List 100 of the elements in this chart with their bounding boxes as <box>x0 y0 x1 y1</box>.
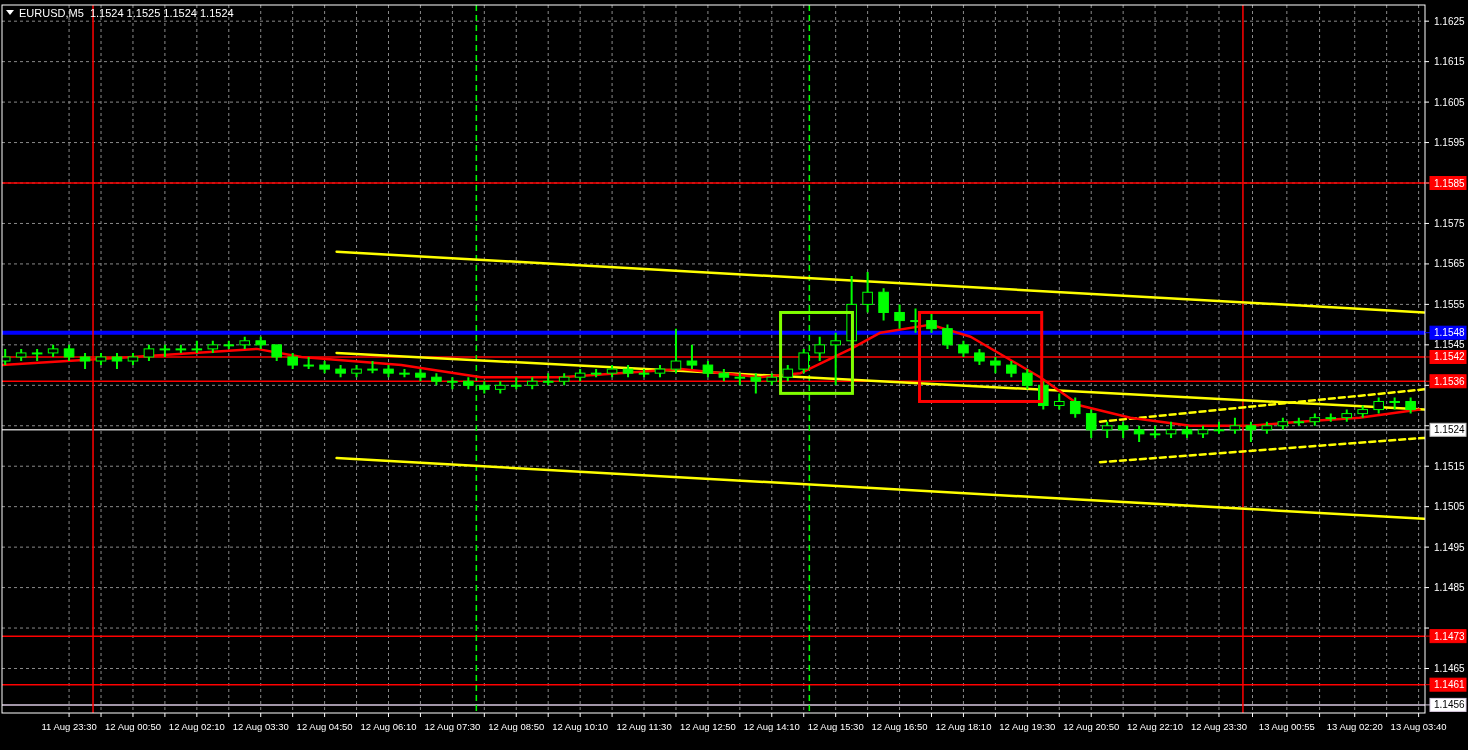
candlestick <box>15 347 27 363</box>
candlestick <box>526 376 538 391</box>
x-tick-label: 12 Aug 04:50 <box>296 721 353 732</box>
candlestick <box>1405 396 1416 415</box>
candlestick <box>271 344 282 363</box>
ref-line-label: 1.1585 <box>1434 177 1466 189</box>
candlestick <box>175 343 187 354</box>
candlestick <box>47 343 59 358</box>
ref-line-label: 1.1548 <box>1434 327 1466 339</box>
x-tick-label: 12 Aug 11:30 <box>616 721 672 732</box>
candlestick <box>718 368 730 383</box>
candlestick <box>1053 392 1065 411</box>
candlestick <box>1022 368 1033 391</box>
candlestick <box>1309 412 1321 427</box>
x-tick-label: 12 Aug 07:30 <box>424 721 481 732</box>
candlestick <box>958 339 969 358</box>
candlestick <box>1117 420 1129 439</box>
x-tick-label: 12 Aug 20:50 <box>1063 721 1120 732</box>
candlestick <box>1149 424 1161 439</box>
candlestick <box>990 355 1001 375</box>
candlestick <box>654 364 666 379</box>
candlestick <box>750 372 762 395</box>
candlestick <box>1277 416 1289 431</box>
candlestick <box>111 351 123 371</box>
candlestick <box>1341 408 1353 423</box>
candlestick <box>1229 416 1241 435</box>
x-tick-label: 12 Aug 23:30 <box>1190 721 1247 732</box>
candlestick <box>383 364 394 379</box>
candlestick <box>1293 416 1305 427</box>
candlestick <box>191 339 203 354</box>
x-tick-label: 12 Aug 12:50 <box>679 721 736 732</box>
candlestick <box>1389 396 1400 411</box>
candlestick <box>830 331 841 387</box>
candlestick <box>159 343 171 358</box>
candlestick <box>1085 408 1097 439</box>
ref-line-label: 1.1461 <box>1434 679 1466 691</box>
candlestick <box>622 364 634 379</box>
x-tick-label: 12 Aug 16:50 <box>871 721 928 732</box>
y-tick-label: 1.1575 <box>1434 217 1466 229</box>
x-tick-label: 12 Aug 22:10 <box>1127 721 1184 732</box>
candlestick <box>239 335 251 350</box>
x-tick-label: 12 Aug 00:50 <box>104 721 161 732</box>
ref-line-label: 1.1524 <box>1434 424 1466 436</box>
candlestick <box>766 372 778 387</box>
y-tick-label: 1.1625 <box>1434 15 1466 27</box>
candlestick <box>606 364 618 379</box>
x-tick-label: 12 Aug 02:10 <box>168 721 225 732</box>
candlestick <box>702 360 714 379</box>
candlestick <box>1373 396 1384 415</box>
candlestick <box>447 376 458 391</box>
candlestick <box>686 343 698 371</box>
candlestick <box>303 355 314 371</box>
x-tick-label: 12 Aug 06:10 <box>360 721 417 732</box>
candlestick <box>1325 412 1337 423</box>
y-tick-label: 1.1565 <box>1434 258 1466 270</box>
x-tick-label: 12 Aug 10:10 <box>552 721 609 732</box>
candlestick <box>510 376 522 391</box>
y-tick-label: 1.1595 <box>1434 137 1466 149</box>
candlestick <box>1069 396 1081 419</box>
x-tick-label: 12 Aug 15:30 <box>807 721 864 732</box>
candlestick <box>1101 420 1113 439</box>
candlestick <box>351 364 362 379</box>
candlestick <box>287 351 298 371</box>
y-tick-label: 1.1485 <box>1434 582 1466 594</box>
x-tick-label: 12 Aug 08:50 <box>488 721 545 732</box>
x-tick-label: 13 Aug 02:20 <box>1326 721 1383 732</box>
ref-line-label: 1.1542 <box>1434 351 1466 363</box>
candlestick <box>495 380 506 395</box>
x-tick-label: 12 Aug 03:30 <box>232 721 289 732</box>
candlestick <box>926 311 937 334</box>
candlestick <box>415 368 426 383</box>
candlestick <box>1165 420 1177 439</box>
candlestick <box>335 364 346 379</box>
candlestick <box>223 339 235 350</box>
candlestick <box>367 360 378 375</box>
candlestick <box>207 339 219 354</box>
candlestick <box>734 372 746 387</box>
candlestick <box>590 368 602 379</box>
candlestick <box>63 343 75 363</box>
candlestick <box>31 347 43 363</box>
x-tick-label: 12 Aug 14:10 <box>743 721 800 732</box>
candlestick <box>894 303 905 330</box>
candlestick <box>814 335 825 363</box>
candlestick <box>782 364 794 383</box>
candlestick <box>878 287 889 322</box>
candlestick <box>542 372 554 387</box>
candlestick <box>1245 420 1257 443</box>
candlestick <box>862 271 873 314</box>
y-tick-label: 1.1605 <box>1434 96 1466 108</box>
candlestick <box>255 335 267 350</box>
x-tick-label: 12 Aug 18:10 <box>935 721 992 732</box>
candlestick <box>319 360 330 375</box>
candlestick <box>399 368 410 379</box>
y-tick-label: 1.1615 <box>1434 56 1466 68</box>
candlestick <box>1357 404 1368 419</box>
y-tick-label: 1.1515 <box>1434 460 1466 472</box>
candlestick <box>479 380 490 395</box>
candlestick <box>143 343 155 363</box>
candlestick <box>1006 360 1017 379</box>
candlestick <box>574 368 586 383</box>
